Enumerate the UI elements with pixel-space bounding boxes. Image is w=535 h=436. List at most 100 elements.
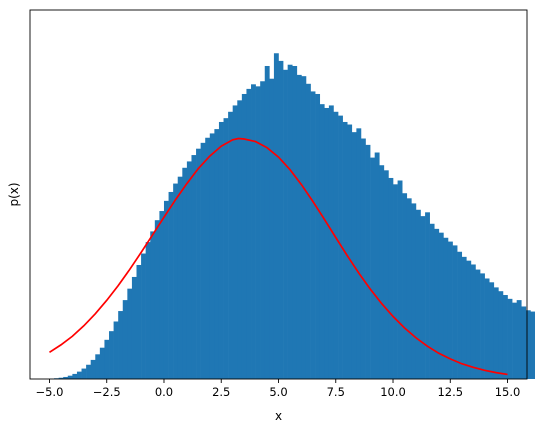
histogram-bar: [191, 155, 196, 379]
histogram-bar: [233, 105, 238, 379]
histogram-bar: [114, 321, 119, 379]
histogram-bar: [315, 94, 320, 379]
histogram-bar: [425, 212, 430, 379]
histogram-bar: [388, 178, 393, 379]
histogram-bar: [72, 374, 77, 379]
x-tick-label: 15.0: [495, 385, 521, 399]
x-tick-label: −5.0: [35, 385, 63, 399]
histogram-bar: [274, 53, 279, 379]
x-tick-label: −2.5: [93, 385, 121, 399]
histogram-bar: [77, 372, 82, 379]
histogram-bar: [329, 105, 334, 379]
histogram-bar: [333, 112, 338, 379]
histogram-bar: [324, 108, 329, 379]
histogram-bar: [146, 242, 151, 379]
histogram-bar: [127, 289, 132, 379]
histogram-bar: [352, 132, 357, 379]
histogram-bar: [320, 104, 325, 379]
histogram-bar: [201, 143, 206, 379]
histogram-bar: [256, 86, 261, 379]
histogram-bar: [370, 158, 375, 379]
histogram-bar: [297, 75, 302, 379]
histogram-bar: [311, 91, 316, 379]
histogram-bar: [196, 149, 201, 379]
histogram-bar: [173, 184, 178, 379]
histogram-bar: [141, 254, 146, 379]
histogram-bar: [480, 273, 485, 379]
histogram-bar: [164, 201, 169, 379]
histogram-bar: [100, 348, 105, 379]
histogram-bar: [457, 252, 462, 379]
histogram-bar: [475, 270, 480, 379]
histogram-bar: [306, 84, 311, 379]
histogram-bar: [228, 112, 233, 379]
histogram-bar: [237, 100, 242, 379]
y-axis-label: p(x): [7, 182, 21, 206]
histogram-bar: [132, 277, 137, 379]
histogram-bar: [361, 139, 366, 379]
histogram-bar: [205, 138, 210, 379]
histogram-bar: [265, 66, 270, 379]
histogram-bar: [187, 161, 192, 379]
x-tick-label: 12.5: [437, 385, 463, 399]
histogram-bar: [375, 153, 380, 379]
histogram-bar: [118, 311, 123, 379]
histogram-bar: [393, 184, 398, 379]
histogram-bar: [439, 233, 444, 379]
histogram-bar: [246, 89, 251, 379]
histogram-bar: [292, 66, 297, 379]
histogram-bar: [384, 170, 389, 379]
x-axis-label: x: [275, 409, 282, 423]
histogram-bar: [489, 282, 494, 379]
histogram-bar: [416, 210, 421, 379]
x-tick-label: 5.0: [269, 385, 287, 399]
histogram-bar: [347, 125, 352, 379]
histogram-bar: [68, 376, 73, 379]
histogram-bar: [471, 264, 476, 379]
x-tick-label: 0.0: [155, 385, 173, 399]
histogram-bar: [95, 354, 100, 379]
histogram-bar: [453, 245, 458, 379]
histogram-bar: [411, 203, 416, 379]
histogram-bar: [512, 303, 517, 379]
histogram-bar: [434, 229, 439, 379]
histogram-bar: [421, 216, 426, 379]
histogram-bar: [251, 84, 256, 379]
histogram-bar: [530, 312, 535, 379]
histogram-bar: [178, 177, 183, 379]
histogram-bar: [104, 340, 109, 379]
histogram-bar: [521, 306, 526, 379]
histogram-bar: [123, 300, 128, 379]
histogram-bar: [402, 193, 407, 379]
histogram-bar: [182, 168, 187, 379]
histogram-bar: [137, 265, 142, 379]
histogram-bar: [283, 70, 288, 379]
histogram-bar: [91, 360, 96, 379]
x-tick-label: 10.0: [380, 385, 406, 399]
histogram-bar: [86, 365, 91, 379]
histogram-bar: [301, 76, 306, 379]
histogram-bar: [508, 299, 513, 379]
histogram-bar: [214, 129, 219, 379]
histogram-bar: [82, 369, 87, 379]
histogram-bar: [466, 261, 471, 379]
histogram-bar: [430, 224, 435, 379]
histogram-bar: [224, 118, 229, 379]
histogram-bar: [366, 145, 371, 379]
histogram-bar: [379, 165, 384, 379]
x-tick-label: 7.5: [327, 385, 345, 399]
histogram-bar: [279, 61, 284, 379]
histogram-bar: [155, 220, 160, 379]
histogram-bar: [498, 291, 503, 379]
histogram-bar: [288, 65, 293, 379]
histogram-bar: [494, 287, 499, 379]
histogram-bar: [269, 79, 274, 379]
histogram-bar: [210, 133, 215, 379]
x-tick-label: 2.5: [212, 385, 230, 399]
histogram-bar: [462, 257, 467, 379]
histogram-bar: [219, 122, 224, 379]
histogram-bar: [169, 192, 174, 379]
histogram-bar: [109, 331, 114, 379]
histogram-bar: [356, 128, 361, 379]
